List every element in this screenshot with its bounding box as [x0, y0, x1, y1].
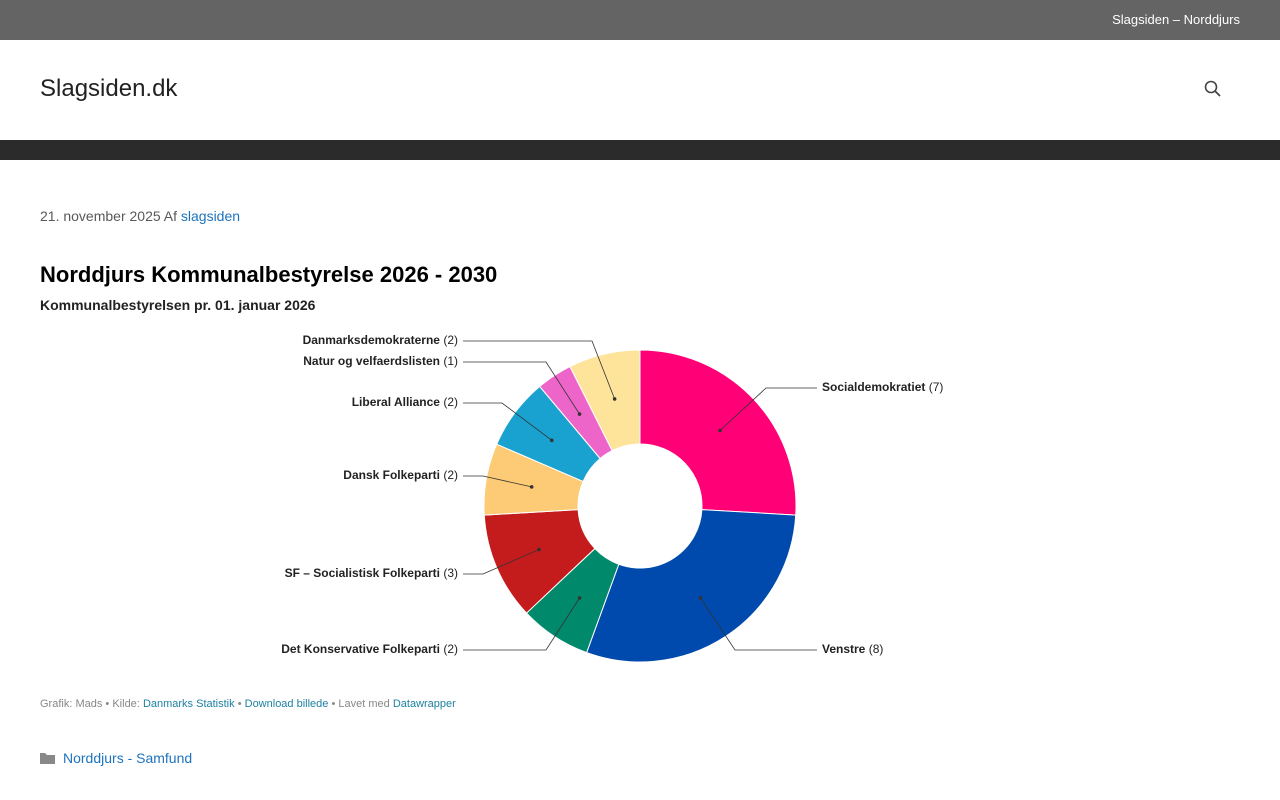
label-value: (2) [443, 395, 458, 409]
chart-subtitle: Kommunalbestyrelsen pr. 01. januar 2026 [40, 297, 316, 313]
slice-label: Det Konservative Folkeparti (2) [281, 642, 458, 656]
credit-graphic: Grafik: Mads [40, 698, 103, 710]
leader-line [463, 402, 553, 441]
label-value: (1) [443, 354, 458, 368]
slice [586, 509, 797, 663]
leader-dot [529, 485, 534, 489]
slice-label: Venstre (8) [822, 642, 883, 656]
site-title[interactable]: Slagsiden.dk [40, 75, 178, 102]
label-name: Socialdemokratiet [822, 380, 925, 394]
leader-dot [577, 412, 582, 416]
leader-line [463, 475, 532, 488]
chart-title: Norddjurs Kommunalbestyrelse 2026 - 2030 [40, 262, 498, 287]
slice [569, 349, 641, 452]
leader-dot [577, 596, 582, 600]
label-name: Danmarksdemokraterne [303, 333, 441, 347]
slice-label: Danmarksdemokraterne (2) [303, 333, 458, 347]
label-name: Dansk Folkeparti [343, 468, 440, 482]
nav-bar [0, 140, 1280, 160]
donut-chart: Socialdemokratiet (7) Venstre (8) Det Kons… [281, 333, 943, 663]
leader-line [463, 361, 580, 415]
post-by: Af [163, 208, 177, 224]
slice-label: Natur og velfaerdslisten (1) [303, 354, 458, 368]
label-name: Venstre [822, 642, 866, 656]
folder-icon [40, 753, 55, 764]
leader-dot [718, 428, 722, 433]
separator: • [331, 698, 336, 710]
source-link[interactable]: Danmarks Statistik [142, 698, 235, 710]
leader-line [719, 387, 817, 431]
leader-line [463, 549, 540, 575]
datawrapper-link[interactable]: Datawrapper [392, 698, 456, 710]
label-value: (2) [443, 468, 458, 482]
top-bar-text: Slagsiden – Norddjurs [1112, 12, 1240, 27]
post-date: 21. november 2025 [40, 208, 161, 224]
slice-label: Dansk Folkeparti (2) [343, 468, 458, 482]
leader-dot [612, 397, 617, 401]
label-value: (2) [443, 333, 458, 347]
slice-label: Liberal Alliance (2) [352, 395, 458, 409]
label-name: Liberal Alliance [352, 395, 441, 409]
chart-credits: Grafik: Mads • Kilde: Danmarks Statistik… [40, 698, 456, 710]
leader-dot [537, 547, 541, 552]
leader-line [463, 597, 580, 651]
credit-source-label: Kilde: [112, 698, 140, 710]
separator: • [237, 698, 242, 710]
slice-label: Socialdemokratiet (7) [822, 380, 943, 394]
search-icon[interactable] [1203, 79, 1223, 99]
post-meta: 21. november 2025 Af slagsiden [40, 208, 240, 224]
leader-line [700, 597, 817, 651]
leader-dot [698, 596, 703, 600]
author-link[interactable]: slagsiden [180, 208, 241, 224]
label-name: Det Konservative Folkeparti [281, 642, 440, 656]
leader-dot [549, 438, 554, 443]
top-bar: Slagsiden – Norddjurs [0, 0, 1280, 40]
slice [639, 349, 797, 516]
leader-line [463, 340, 616, 400]
label-value: (8) [869, 642, 884, 656]
label-name: SF – Socialistisk Folkeparti [285, 566, 440, 580]
label-value: (7) [929, 380, 944, 394]
credit-made-label: Lavet med [338, 698, 390, 710]
label-value: (2) [443, 642, 458, 656]
slice-label: SF – Socialistisk Folkeparti (3) [285, 566, 458, 580]
category-link[interactable]: Norddjurs - Samfund [63, 750, 193, 766]
download-link[interactable]: Download billede [244, 698, 329, 710]
label-name: Natur og velfaerdslisten [303, 354, 440, 368]
label-value: (3) [443, 566, 458, 580]
separator: • [105, 698, 110, 710]
